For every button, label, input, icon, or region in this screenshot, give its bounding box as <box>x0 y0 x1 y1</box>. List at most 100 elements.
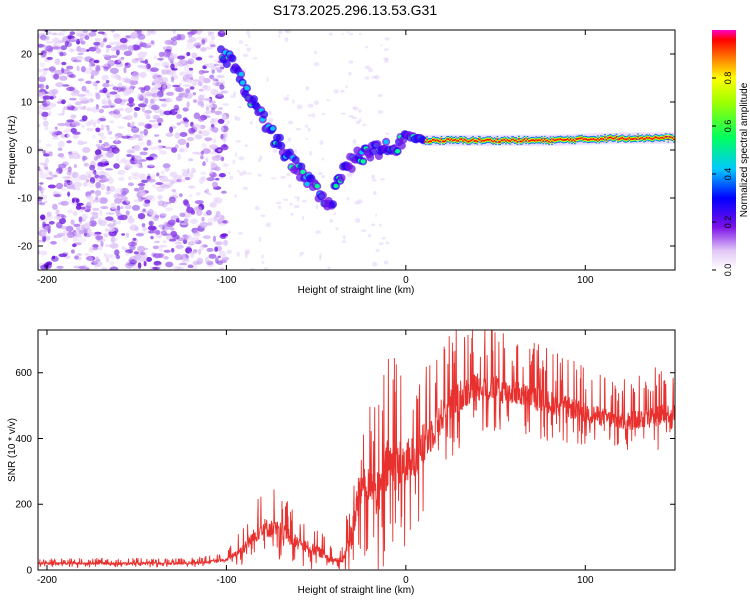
noise-blob <box>76 256 82 261</box>
noise-blob <box>219 267 224 270</box>
noise-blob <box>38 68 44 73</box>
noise-blob <box>70 92 79 96</box>
ridge-point <box>228 54 237 63</box>
noise-blob <box>152 79 161 84</box>
noise-blob <box>134 106 141 111</box>
noise-blob <box>51 32 58 36</box>
ridge-band <box>509 140 512 142</box>
ridge-band <box>591 138 593 140</box>
noise-blob <box>55 182 64 190</box>
noise-blob <box>144 123 153 129</box>
noise-blob <box>105 80 110 84</box>
noise-blob <box>110 73 119 79</box>
noise-blob <box>73 182 83 187</box>
noise-blob <box>84 35 90 40</box>
noise-blob <box>79 221 83 225</box>
noise-blob <box>208 104 213 108</box>
noise-blob <box>126 102 136 107</box>
noise-blob <box>44 126 49 130</box>
noise-blob <box>212 138 217 144</box>
noise-blob <box>250 267 255 270</box>
noise-blob <box>184 235 190 242</box>
noise-blob <box>66 170 72 176</box>
noise-blob <box>380 44 383 47</box>
ridge-band <box>584 138 586 140</box>
noise-blob <box>88 63 93 68</box>
noise-blob <box>226 120 230 125</box>
noise-blob <box>40 74 46 78</box>
noise-blob <box>242 186 249 191</box>
noise-blob <box>122 45 130 50</box>
noise-blob <box>220 126 224 133</box>
noise-blob <box>290 213 294 216</box>
noise-blob <box>165 207 173 212</box>
noise-blob <box>131 155 135 161</box>
noise-blob <box>133 112 138 118</box>
noise-blob <box>164 146 174 150</box>
noise-blob <box>183 84 192 87</box>
noise-blob <box>129 84 134 90</box>
noise-blob <box>107 59 116 67</box>
noise-blob <box>193 232 201 238</box>
noise-blob <box>82 30 88 34</box>
ridge-band <box>653 137 655 140</box>
ridge-band <box>595 139 598 141</box>
noise-blob <box>172 30 177 35</box>
noise-blob <box>38 146 42 150</box>
noise-blob <box>116 155 120 162</box>
noise-blob <box>103 141 109 147</box>
noise-blob <box>161 201 168 208</box>
noise-blob <box>90 217 95 222</box>
noise-blob <box>319 140 324 145</box>
noise-blob <box>177 138 187 145</box>
noise-blob <box>94 91 99 96</box>
ridge-band <box>521 140 523 143</box>
noise-blob <box>130 32 139 39</box>
noise-blob <box>195 191 201 196</box>
noise-blob <box>122 201 127 204</box>
noise-blob <box>60 225 68 230</box>
noise-blob <box>41 91 46 95</box>
noise-blob <box>286 172 291 177</box>
noise-blob <box>101 74 109 81</box>
noise-blob <box>261 254 264 259</box>
noise-blob <box>41 231 47 237</box>
ridge-point <box>337 173 346 182</box>
noise-blob <box>375 213 378 217</box>
noise-blob <box>270 177 277 180</box>
noise-blob <box>66 103 72 107</box>
noise-blob <box>268 110 272 116</box>
noise-blob <box>53 41 61 49</box>
noise-blob <box>278 205 282 210</box>
noise-blob <box>101 100 106 105</box>
noise-blob <box>121 245 125 251</box>
noise-blob <box>102 171 109 176</box>
noise-blob <box>151 266 161 270</box>
noise-blob <box>223 132 228 138</box>
noise-blob <box>138 186 145 190</box>
noise-blob <box>132 265 139 270</box>
ridge-point <box>347 164 356 173</box>
noise-blob <box>176 178 183 183</box>
noise-blob <box>41 194 48 201</box>
ridge-band <box>621 137 623 139</box>
noise-blob <box>206 260 214 266</box>
noise-blob <box>48 221 55 225</box>
noise-blob <box>215 210 221 218</box>
noise-blob <box>378 242 384 246</box>
noise-blob <box>214 110 222 115</box>
ridge-band <box>473 140 476 142</box>
ridge-band <box>575 138 578 140</box>
noise-blob <box>342 235 346 240</box>
noise-blob <box>158 55 166 61</box>
ridge-band <box>434 139 437 142</box>
noise-blob <box>94 266 98 270</box>
noise-blob <box>63 182 67 187</box>
noise-blob <box>139 251 146 256</box>
noise-blob <box>45 143 52 148</box>
noise-blob <box>181 79 188 83</box>
noise-blob <box>80 206 86 210</box>
ridge-band <box>424 140 427 143</box>
noise-blob <box>123 159 131 166</box>
noise-blob <box>234 115 237 121</box>
